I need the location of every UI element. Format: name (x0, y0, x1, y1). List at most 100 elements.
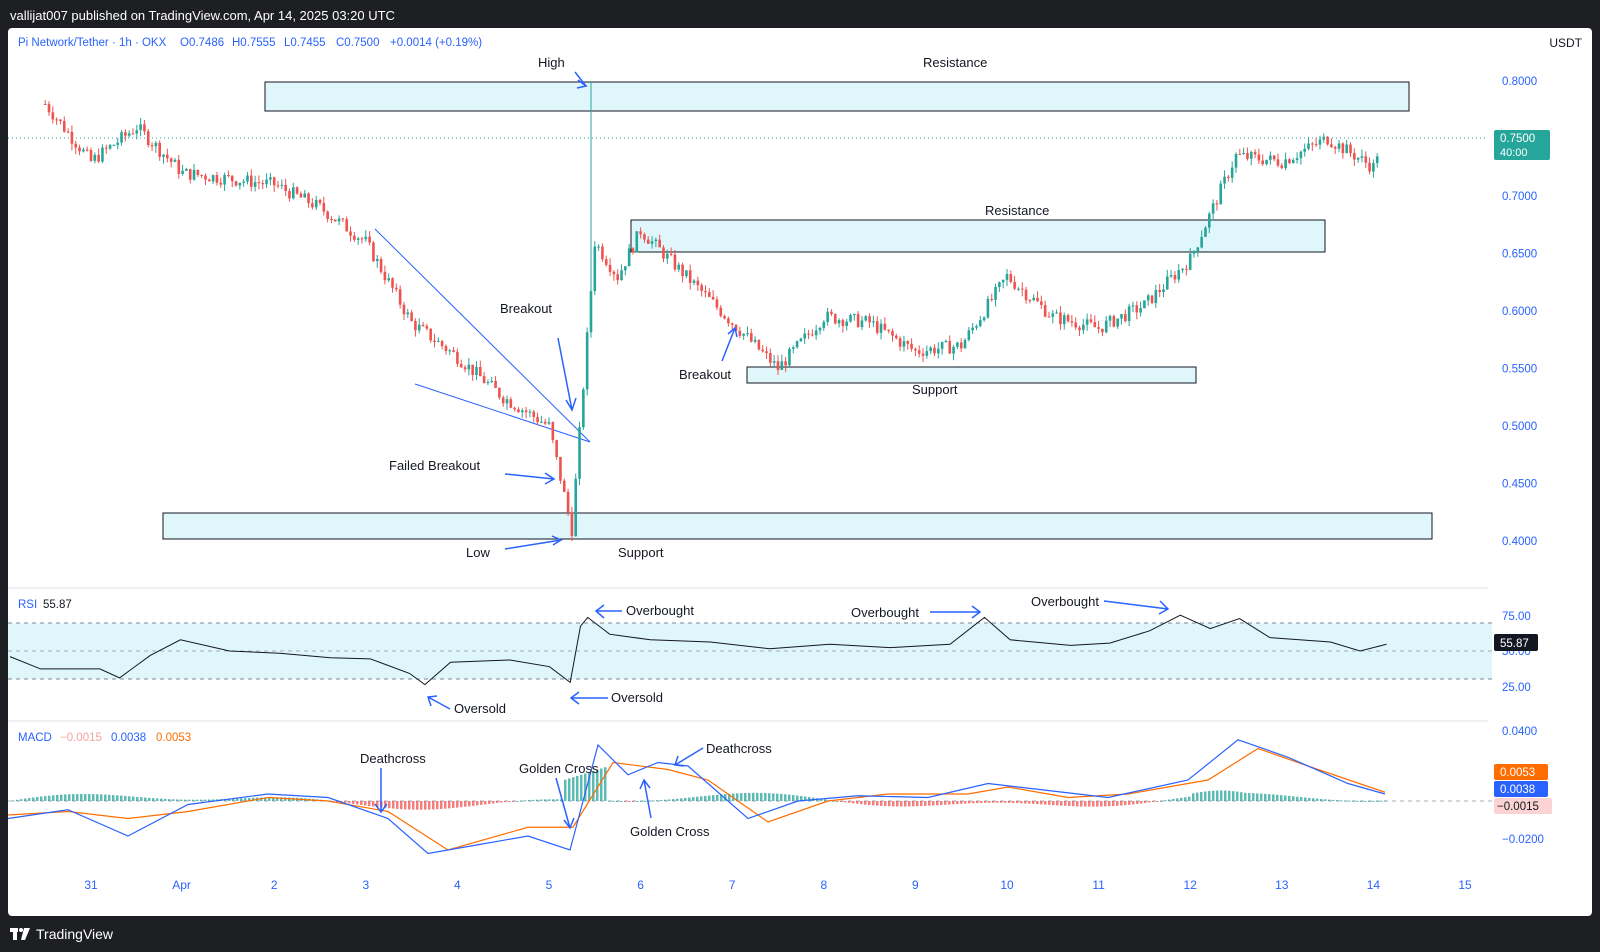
candle-body (456, 351, 459, 364)
macd-hist-bar (160, 798, 163, 801)
candle-body (952, 346, 955, 354)
macd-signal-value: 0.0053 (156, 732, 191, 744)
wedge-lower-line[interactable] (414, 383, 591, 443)
chart-panel[interactable]: USDT Pi Network/Tether · 1h · OKX O0.748… (8, 28, 1592, 916)
high-value: H0.7555 (232, 37, 275, 49)
candle-body (635, 231, 639, 253)
macd-hist-bar (656, 800, 659, 802)
macd-hist-bar (1196, 792, 1199, 801)
macd-hist-bar (404, 801, 407, 810)
arrow-oversold-2 (569, 691, 608, 705)
candle-body (562, 480, 566, 492)
candle-body (51, 112, 55, 120)
time-tick: 11 (1092, 878, 1105, 892)
candle-body (463, 367, 467, 370)
macd-hist-bar (1116, 801, 1119, 806)
candle-body (624, 266, 627, 271)
macd-line-value: 0.0038 (111, 732, 146, 744)
candle-body (169, 158, 173, 162)
candle-body (578, 427, 581, 479)
candle-body (1333, 147, 1337, 149)
candle-body (1024, 289, 1028, 301)
candle-body (486, 382, 490, 384)
macd-hist-bar (676, 798, 679, 801)
price-chart[interactable]: Pi Network/Tether · 1h · OKX O0.7486 H0.… (8, 28, 1592, 916)
candle-body (444, 346, 448, 352)
candle-body (387, 278, 390, 281)
label-support-mid: Support (912, 382, 958, 397)
candle-body (1177, 270, 1181, 280)
candle-body (143, 124, 146, 132)
candle-body (341, 218, 345, 220)
macd-hist-bar (252, 797, 255, 801)
macd-hist-bar (664, 799, 667, 801)
candle-body (528, 411, 532, 413)
candle-body (734, 324, 738, 331)
candle-body (524, 410, 528, 413)
currency-label[interactable]: USDT (1549, 36, 1582, 50)
candle-body (375, 259, 379, 262)
macd-hist-bar (1012, 801, 1015, 804)
macd-hist-bar (1004, 801, 1007, 803)
candle-body (204, 175, 207, 180)
time-tick: 9 (912, 878, 919, 892)
candle-body (1204, 227, 1207, 237)
macd-hist-bar (52, 795, 55, 801)
macd-hist-bar (544, 799, 547, 801)
macd-hist-bar (244, 798, 247, 801)
macd-hist-bar (1132, 801, 1135, 805)
candle-body (1062, 315, 1066, 325)
macd-hist-bar (112, 795, 115, 801)
candle-body (200, 174, 203, 176)
macd-hist-bar (1140, 801, 1143, 804)
candle-body (1059, 312, 1062, 325)
macd-hist-bar (408, 801, 411, 810)
candle-body (1211, 203, 1215, 214)
candle-body (574, 478, 578, 537)
macd-hist-bar (800, 795, 803, 801)
macd-hist-bar (1300, 797, 1303, 801)
candle-body (1257, 154, 1261, 161)
macd-hist-bar (704, 795, 707, 801)
macd-hist-bar (1092, 801, 1095, 807)
macd-hist-bar (548, 799, 551, 801)
candle-body (1375, 156, 1379, 164)
macd-hist-bar (808, 797, 811, 801)
macd-hist-bar (868, 801, 871, 806)
macd-hist-bar (124, 795, 127, 801)
macd-hist-bar (964, 801, 967, 804)
support-zone-low[interactable] (162, 512, 1433, 540)
time-tick: 8 (820, 878, 827, 892)
candle-body (295, 187, 299, 194)
macd-hist-bar (1268, 794, 1271, 801)
candle-body (837, 320, 841, 324)
macd-hist-bar (776, 793, 779, 801)
macd-hist-bar (1120, 801, 1123, 806)
macd-hist-bar (1156, 801, 1159, 802)
resistance-zone-mid[interactable] (630, 219, 1326, 253)
candle-body (956, 342, 959, 347)
resistance-zone-top[interactable] (264, 81, 1410, 112)
candle-body (116, 142, 120, 145)
candle-body (93, 154, 97, 161)
macd-hist-bar (736, 793, 739, 801)
arrow-high (574, 71, 587, 87)
candle-body (814, 330, 818, 336)
macd-hist-bar (264, 797, 267, 801)
macd-hist-bar (360, 801, 363, 805)
macd-hist-bar (152, 798, 155, 801)
tradingview-logo[interactable]: TradingView (10, 926, 113, 942)
wedge-upper-line[interactable] (374, 228, 591, 443)
candle-body (78, 147, 81, 152)
candle-body (85, 149, 89, 151)
support-zone-mid[interactable] (746, 366, 1197, 384)
macd-hist-bar (1056, 801, 1059, 806)
candle-body (307, 193, 310, 204)
candle-body (211, 175, 215, 182)
price-tick: 0.5000 (1502, 421, 1537, 433)
macd-hist-bar (176, 799, 179, 801)
macd-hist-bar (988, 801, 991, 803)
time-axis[interactable]: 31 Apr 2 3 4 5 6 7 8 9 10 11 12 13 14 15 (84, 878, 1472, 892)
price-tick: 0.5500 (1502, 364, 1537, 376)
candle-body (372, 242, 375, 262)
